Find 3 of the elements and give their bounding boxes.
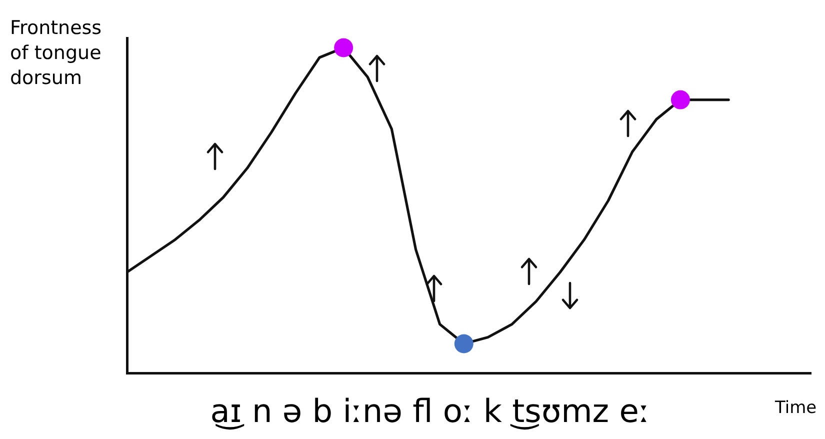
text: a͜ɪ n ə b iːnə fl oː k t͜sʊmz eː (209, 392, 651, 430)
y-axis-title: Frontness of tongue dorsum (10, 16, 103, 91)
x-axis-title: Time (775, 398, 817, 418)
